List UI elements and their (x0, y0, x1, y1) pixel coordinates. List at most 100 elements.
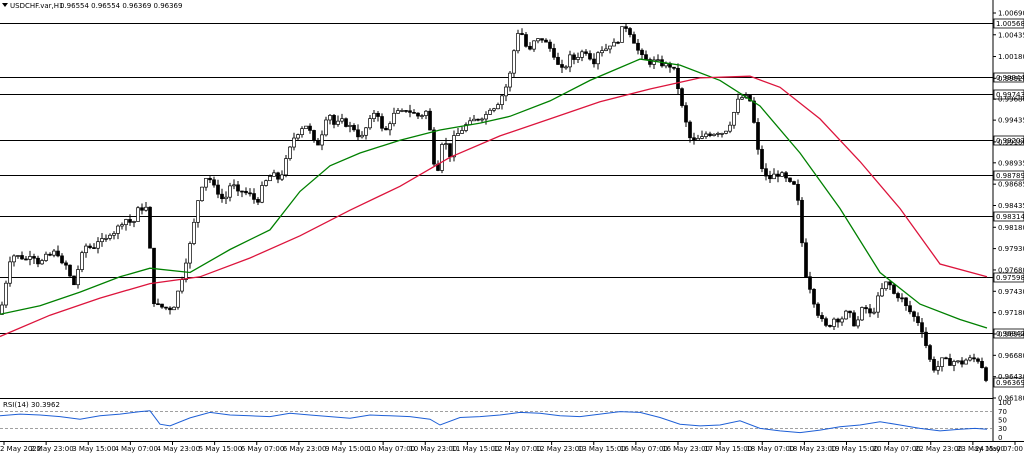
candle-body (524, 34, 528, 47)
time-tick-14: 13 May 15:00 (578, 445, 626, 453)
candle-body (252, 193, 256, 200)
candle-body (664, 63, 668, 67)
candle-body (272, 172, 276, 177)
candle-body (572, 54, 576, 60)
candle-body (8, 261, 12, 284)
candle-body (772, 173, 776, 180)
level-tag-4: 0.98789 (996, 172, 1024, 180)
candle-body (412, 112, 416, 114)
candle-body (12, 255, 16, 263)
rsi-tick-0: 100 (998, 399, 1011, 407)
candle-body (732, 112, 736, 126)
candle-body (200, 186, 204, 202)
time-tick-3: 4 May 07:00 (114, 445, 158, 453)
candle-body (76, 269, 80, 286)
candle-body (616, 41, 620, 44)
candle-body (324, 119, 328, 136)
candle-body (728, 124, 732, 132)
time-tick-16: 16 May 23:00 (662, 445, 710, 453)
candle-body (804, 242, 808, 278)
candle-body (108, 234, 112, 239)
ma_slow-line (0, 75, 988, 338)
candle-body (432, 129, 436, 165)
candle-body (372, 112, 376, 119)
candle-body (128, 219, 132, 223)
price-tick-5: 0.99435 (998, 117, 1024, 125)
price-tick-7: 0.98935 (998, 159, 1024, 167)
candle-body (160, 303, 164, 308)
candle-body (228, 185, 232, 198)
time-tick-21: 20 May 07:00 (873, 445, 921, 453)
candle-body (752, 100, 756, 123)
candle-body (808, 276, 812, 290)
time-tick-24: 24 May 07:00 (975, 445, 1023, 453)
candle-body (516, 33, 520, 52)
candle-body (72, 275, 76, 286)
candle-body (788, 177, 792, 182)
candle-body (704, 133, 708, 137)
time-tick-20: 19 May 15:00 (831, 445, 879, 453)
candle-body (400, 110, 404, 112)
candle-body (640, 49, 644, 56)
candle-body (240, 190, 244, 193)
candle-body (624, 26, 628, 29)
candle-body (960, 360, 964, 365)
level-tag-6: 0.97598 (996, 274, 1024, 282)
candle-body (100, 238, 104, 243)
candle-body (568, 54, 572, 68)
candle-body (404, 110, 408, 112)
candle-body (232, 184, 236, 187)
candle-body (164, 306, 168, 309)
candle-body (180, 279, 184, 292)
price-tick-0: 1.00690 (998, 10, 1024, 18)
candle-body (188, 243, 192, 264)
time-tick-15: 16 May 07:00 (620, 445, 668, 453)
candle-body (300, 128, 304, 135)
candle-body (952, 361, 956, 366)
candle-body (656, 59, 660, 62)
candle-body (836, 318, 840, 323)
candle-body (120, 224, 124, 227)
candle-body (360, 134, 364, 138)
candle-body (440, 144, 444, 171)
candle-body (332, 115, 336, 125)
candle-body (888, 281, 892, 286)
candle-body (472, 118, 476, 122)
candle-body (608, 45, 612, 50)
candle-body (824, 318, 828, 326)
level-tag-5: 0.98314 (996, 213, 1024, 221)
candle-body (800, 199, 804, 244)
candle-body (196, 200, 200, 223)
candle-body (384, 127, 388, 131)
header-dropdown-icon[interactable] (2, 3, 8, 7)
level-tag-box-4 (993, 170, 1024, 181)
candle-body (340, 118, 344, 122)
candle-body (580, 51, 584, 58)
candle-body (908, 305, 912, 313)
candle-body (96, 241, 100, 249)
candle-body (820, 315, 824, 320)
candle-body (760, 149, 764, 170)
candle-body (600, 50, 604, 54)
time-tick-7: 6 May 23:00 (283, 445, 327, 453)
candle-body (420, 115, 424, 117)
time-tick-11: 11 May 15:00 (451, 445, 499, 453)
candle-body (692, 137, 696, 141)
candle-body (784, 172, 788, 179)
candle-body (508, 72, 512, 88)
candle-body (292, 137, 296, 148)
candle-body (24, 258, 28, 261)
candle-body (920, 322, 924, 333)
candle-body (444, 143, 448, 145)
price-tick-1: 1.00435 (998, 31, 1024, 39)
candle-body (336, 120, 340, 125)
candle-body (168, 307, 172, 311)
candle-body (764, 168, 768, 177)
candle-body (768, 175, 772, 180)
